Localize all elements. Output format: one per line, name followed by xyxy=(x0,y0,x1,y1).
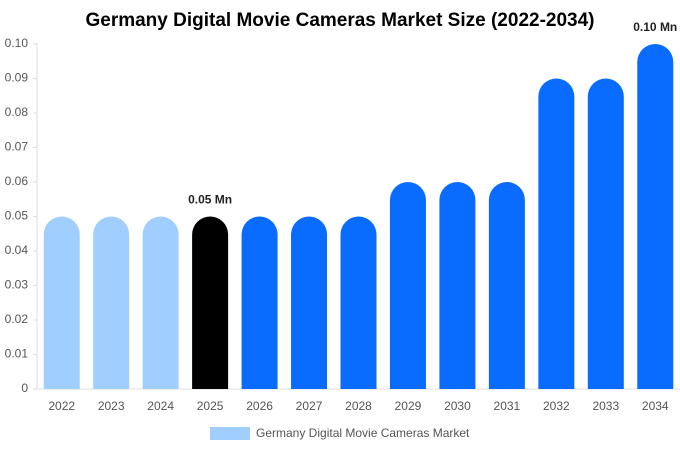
y-tick-label: 0.04 xyxy=(5,243,29,257)
bar xyxy=(587,78,624,389)
bar xyxy=(340,216,377,389)
y-tick-label: 0.08 xyxy=(5,105,29,119)
bar xyxy=(192,216,229,389)
bar xyxy=(291,216,328,389)
legend-label: Germany Digital Movie Cameras Market xyxy=(256,426,470,440)
data-label: 0.10 Mn xyxy=(633,20,677,34)
x-tick-label: 2022 xyxy=(48,399,75,413)
x-tick-label: 2026 xyxy=(246,399,273,413)
x-tick-label: 2025 xyxy=(197,399,224,413)
x-tick-label: 2028 xyxy=(345,399,372,413)
y-tick-label: 0.03 xyxy=(5,278,29,292)
bar xyxy=(142,216,179,389)
bar xyxy=(538,78,575,389)
bar xyxy=(43,216,80,389)
x-tick-label: 2032 xyxy=(543,399,570,413)
chart-title: Germany Digital Movie Cameras Market Siz… xyxy=(85,10,594,31)
x-tick-label: 2031 xyxy=(494,399,521,413)
bar xyxy=(389,182,426,389)
x-tick-label: 2029 xyxy=(395,399,422,413)
bar xyxy=(93,216,130,389)
bar xyxy=(637,44,674,389)
bar xyxy=(439,182,476,389)
y-tick-label: 0 xyxy=(21,381,28,395)
y-tick-label: 0.06 xyxy=(5,174,29,188)
x-tick-label: 2024 xyxy=(147,399,174,413)
y-tick-label: 0.07 xyxy=(5,140,29,154)
bar xyxy=(488,181,525,389)
y-tick-label: 0.10 xyxy=(5,36,29,50)
x-tick-label: 2030 xyxy=(444,399,471,413)
bar xyxy=(241,216,278,389)
legend-swatch xyxy=(210,427,250,440)
x-tick-label: 2033 xyxy=(592,399,619,413)
y-tick-label: 0.05 xyxy=(5,209,29,223)
x-tick-label: 2034 xyxy=(642,399,669,413)
x-tick-label: 2027 xyxy=(296,399,323,413)
x-tick-label: 2023 xyxy=(98,399,125,413)
data-label: 0.05 Mn xyxy=(188,193,232,207)
y-tick-label: 0.09 xyxy=(5,71,29,85)
y-tick-label: 0.01 xyxy=(5,347,29,361)
y-tick-label: 0.02 xyxy=(5,312,29,326)
